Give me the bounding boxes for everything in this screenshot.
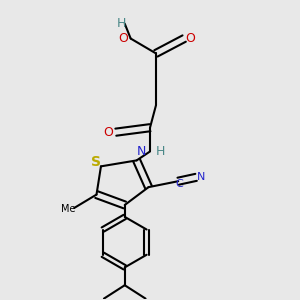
Text: H: H: [156, 145, 165, 158]
Text: H: H: [117, 17, 127, 30]
Text: C: C: [176, 179, 184, 189]
Text: O: O: [185, 32, 195, 45]
Text: O: O: [103, 126, 113, 139]
Text: O: O: [118, 32, 128, 45]
Text: N: N: [197, 172, 206, 182]
Text: Me: Me: [61, 204, 76, 214]
Text: S: S: [91, 155, 100, 169]
Text: N: N: [136, 145, 146, 158]
